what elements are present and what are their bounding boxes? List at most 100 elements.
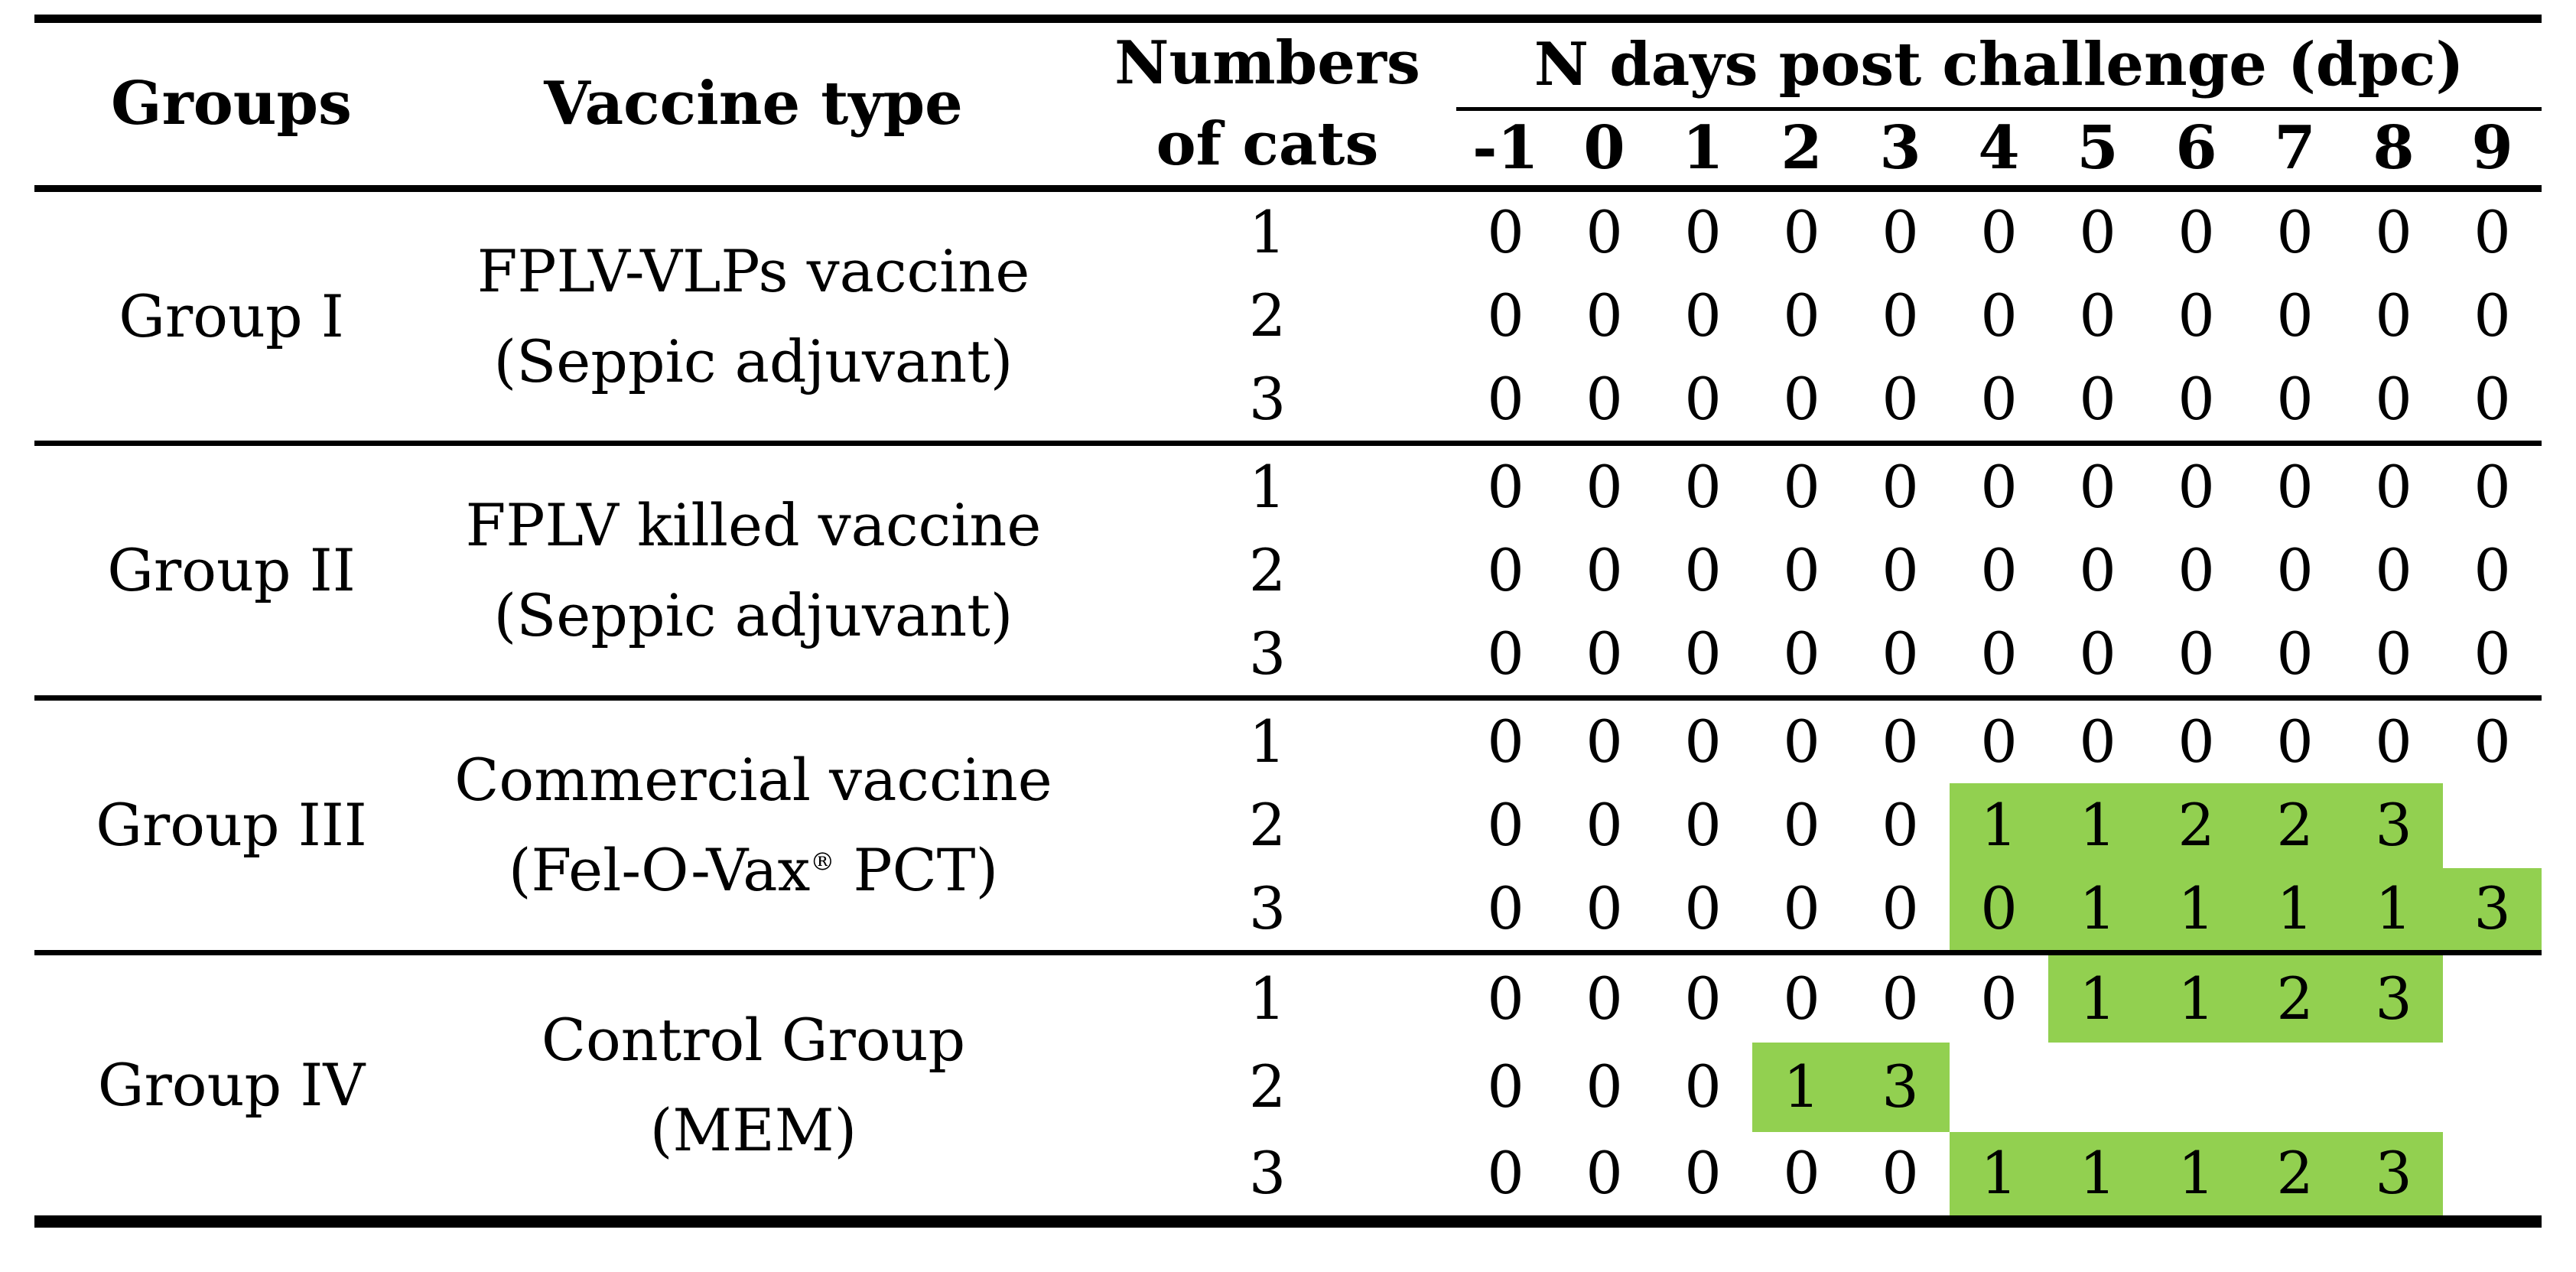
dpc-score-cell: 0 [1684,536,1722,605]
dpc-score-cell: 0 [1684,964,1722,1033]
dpc-score-cell: 0 [1586,452,1623,521]
dpc-score-cell: 0 [2079,452,2116,521]
challenge-score-table: Groups Vaccine type Numbers of cats N da… [34,15,2542,1228]
dpc-score-cell [2246,1043,2344,1132]
dpc-score-cell: 0 [2276,707,2314,776]
dpc-score-cell: 0 [1980,707,2018,776]
dpc-score-cell: 0 [1882,198,1919,267]
cat-number-cell: 1 [1248,707,1286,776]
dpc-score-cell: 0 [2474,281,2511,350]
dpc-score-cell: 0 [1882,964,1919,1033]
header-dpc-label: N days post challenge (dpc) [1456,18,2542,112]
dpc-score-cell-highlighted: 1 [1950,782,2048,868]
dpc-score-cell: 0 [1487,791,1524,860]
registered-trademark-mark: ® [810,847,835,877]
dpc-score-cell: 0 [2375,620,2412,688]
group-section-4: Group IV Control Group (MEM) 1 0 0 0 0 0 0 1 1 2 3 2 0 0… [34,952,2542,1222]
dpc-score-cell-highlighted: 3 [2443,867,2542,953]
dpc-score-cell: 0 [1783,707,1820,776]
dpc-score-cell: 0 [1487,620,1524,688]
dpc-score-cell-highlighted: 1 [2344,867,2443,953]
dpc-score-cell: 0 [2276,365,2314,434]
dpc-score-cell-highlighted: 1 [1950,1131,2048,1222]
dpc-score-cell: 0 [1980,198,2018,267]
dpc-score-cell: 0 [1882,452,1919,521]
dpc-score-cell: 0 [1783,198,1820,267]
vaccine-type-cell: FPLV-VLPs vaccine (Seppic adjuvant) [428,189,1078,444]
dpc-score-cell: 0 [1882,1139,1919,1208]
header-day--1: -1 [1472,112,1539,183]
dpc-score-cell: 0 [1487,1139,1524,1208]
dpc-score-cell: 0 [1980,452,2018,521]
dpc-score-cell-highlighted: 1 [2048,1131,2147,1222]
cat-row: Group I FPLV-VLPs vaccine (Seppic adjuvant… [34,189,2542,395]
dpc-score-cell: 0 [1684,365,1722,434]
dpc-score-cell: 0 [2375,198,2412,267]
dpc-score-cell: 0 [2276,620,2314,688]
dpc-score-cell: 0 [1980,536,2018,605]
header-day-2: 2 [1781,112,1823,183]
dpc-score-cell [2147,1043,2246,1132]
dpc-score-cell: 0 [1783,1139,1820,1208]
vaccine-type-line: FPLV killed vaccine [465,491,1042,559]
dpc-score-cell: 0 [1586,964,1623,1033]
vaccine-type-cell: Control Group (MEM) [428,953,1078,1222]
dpc-score-cell: 0 [1487,874,1524,943]
dpc-score-cell: 0 [1882,620,1919,688]
dpc-score-cell: 0 [2178,707,2215,776]
vaccine-type-line: (Fel-O-Vax® PCT) [508,836,999,904]
paper-table-page: Groups Vaccine type Numbers of cats N da… [0,15,2576,1272]
dpc-score-cell: 0 [1783,365,1820,434]
dpc-score-cell: 0 [2178,281,2215,350]
dpc-score-cell-highlighted: 1 [2147,867,2246,953]
dpc-score-cell: 0 [1684,620,1722,688]
dpc-score-cell [2443,783,2542,868]
dpc-score-cell: 0 [1487,536,1524,605]
dpc-score-cell: 0 [1586,198,1623,267]
header-day-0: 0 [1583,112,1625,183]
dpc-score-cell: 0 [2178,536,2215,605]
dpc-score-cell-highlighted: 1 [2147,1131,2246,1222]
dpc-score-cell: 0 [1487,964,1524,1033]
cat-row: Group IV Control Group (MEM) 1 0 0 0 0 0 0 1 1 2 3 [34,952,2542,1164]
cat-number-cell: 3 [1248,365,1286,434]
cat-number-cell: 1 [1248,452,1286,521]
header-numbers-of-cats: Numbers of cats [1078,19,1456,189]
dpc-score-cell-highlighted: 0 [1950,867,2048,953]
cat-number-cell: 2 [1248,281,1286,350]
dpc-score-cell: 0 [2178,452,2215,521]
dpc-score-cell [2443,953,2542,1043]
dpc-score-cell: 0 [1882,791,1919,860]
dpc-score-cell-highlighted: 2 [2147,782,2246,868]
vaccine-type-line: (Seppic adjuvant) [493,327,1013,395]
dpc-score-cell-highlighted: 1 [2048,782,2147,868]
dpc-score-cell: 0 [2178,365,2215,434]
dpc-score-cell: 0 [1586,620,1623,688]
cat-number-cell: 1 [1248,198,1286,267]
vaccine-type-line: (MEM) [649,1095,857,1164]
header-cats-line2: of cats [1156,109,1379,179]
dpc-score-cell: 0 [1783,791,1820,860]
dpc-score-cell: 0 [1980,281,2018,350]
header-row-1: Groups Vaccine type Numbers of cats N da… [34,18,2542,179]
dpc-score-cell: 0 [2079,707,2116,776]
dpc-score-cell: 0 [1684,791,1722,860]
cat-number-cell: 3 [1248,874,1286,943]
cat-number-cell: 3 [1248,620,1286,688]
dpc-score-cell-highlighted: 1 [2048,867,2147,953]
dpc-score-cell: 0 [1980,620,2018,688]
dpc-score-cell: 0 [1882,281,1919,350]
dpc-score-cell: 0 [1882,874,1919,943]
dpc-score-cell: 0 [2178,198,2215,267]
cat-row: Group II FPLV killed vaccine (Seppic adjuv… [34,444,2542,649]
dpc-score-cell [1950,1043,2048,1132]
dpc-score-cell: 0 [2079,536,2116,605]
dpc-score-cell: 0 [2178,620,2215,688]
dpc-score-cell: 0 [1783,281,1820,350]
group-section-2: Group II FPLV killed vaccine (Seppic adjuv… [34,444,2542,698]
dpc-score-cell-highlighted: 1 [1752,1042,1851,1132]
dpc-score-cell: 0 [1684,874,1722,943]
